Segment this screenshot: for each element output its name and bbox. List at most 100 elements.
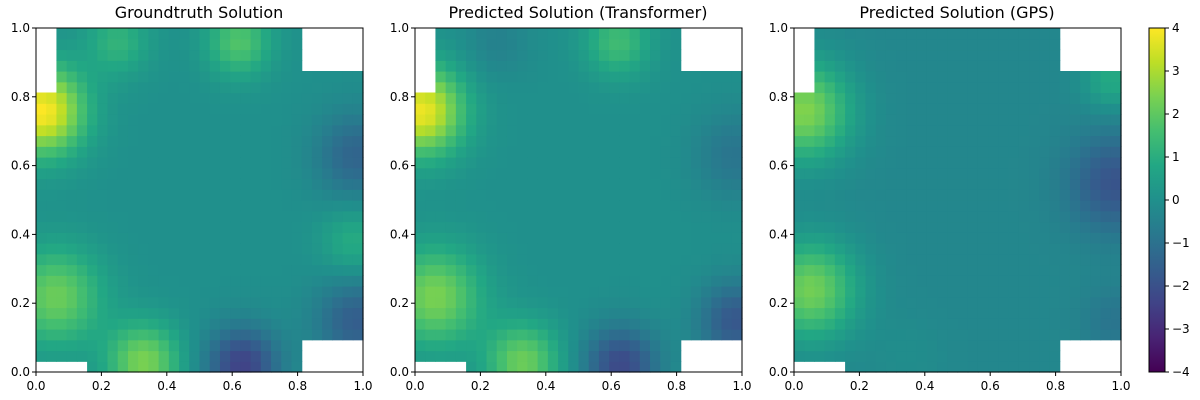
heatmap-cell [916, 103, 928, 115]
heatmap-cell [1029, 81, 1040, 94]
heatmap-cell [568, 350, 580, 362]
heatmap-cell [466, 200, 477, 212]
heatmap-cell [1049, 71, 1061, 83]
heatmap-cell [415, 157, 426, 169]
heatmap-cell [240, 124, 252, 137]
heatmap-cell [209, 135, 221, 147]
heatmap-cell [281, 361, 293, 373]
heatmap-cell [916, 318, 928, 330]
heatmap-cell [639, 329, 651, 341]
heatmap-cell [598, 124, 610, 137]
heatmap-cell [1039, 329, 1051, 341]
heatmap-cell [425, 307, 437, 319]
heatmap-cell [486, 221, 498, 233]
heatmap-cell [1008, 253, 1020, 266]
heatmap-cell [87, 361, 98, 373]
heatmap-cell [87, 81, 98, 94]
heatmap-cell [415, 178, 426, 190]
heatmap-cell [845, 60, 856, 72]
heatmap-cell [906, 157, 918, 169]
heatmap-cell [537, 329, 549, 341]
heatmap-cell [845, 103, 856, 115]
heatmap-cell [650, 200, 661, 212]
heatmap-cell [814, 157, 826, 169]
heatmap-cell [804, 178, 816, 190]
heatmap-cell [937, 167, 948, 180]
heatmap-cell [568, 157, 580, 169]
heatmap-cell [650, 157, 661, 169]
heatmap-cell [148, 318, 160, 330]
heatmap-cell [445, 350, 457, 362]
heatmap-cell [1049, 296, 1061, 309]
heatmap-cell [701, 329, 712, 341]
heatmap-cell [1090, 210, 1102, 223]
heatmap-cell [855, 307, 867, 319]
heatmap-cell [598, 103, 610, 115]
heatmap-cell [311, 286, 323, 298]
heatmap-cell [947, 135, 959, 147]
heatmap-cell [1029, 167, 1040, 180]
heatmap-cell [199, 60, 211, 72]
heatmap-cell [988, 210, 999, 223]
heatmap-cell [240, 296, 252, 309]
heatmap-cell [179, 232, 190, 244]
heatmap-cell [506, 60, 518, 72]
heatmap-cell [219, 114, 231, 126]
heatmap-cell [916, 189, 928, 201]
heatmap-cell [219, 146, 231, 158]
heatmap-cell [885, 329, 897, 341]
heatmap-cell [168, 329, 180, 341]
y-axis-ticks: 0.00.20.40.60.81.0 [769, 21, 794, 379]
heatmap-cell [558, 81, 569, 94]
heatmap-cell [558, 350, 569, 362]
heatmap-cell [568, 275, 580, 287]
heatmap-cell [588, 286, 600, 298]
heatmap-cell [609, 28, 620, 40]
heatmap-cell [568, 253, 580, 266]
heatmap-cell [46, 135, 58, 147]
heatmap-cell [415, 114, 426, 126]
heatmap-cell [670, 71, 682, 83]
heatmap-cell [558, 157, 569, 169]
heatmap-cell [445, 167, 457, 180]
heatmap-cell [496, 114, 508, 126]
heatmap-cell [189, 178, 201, 190]
heatmap-cell [219, 81, 231, 94]
heatmap-cell [845, 275, 856, 287]
y-tick-label: 0.2 [11, 296, 30, 310]
heatmap-cell [650, 243, 661, 255]
heatmap-cell [179, 60, 190, 72]
heatmap-cell [138, 339, 150, 352]
heatmap-cell [937, 286, 948, 298]
heatmap-cell [517, 296, 529, 309]
heatmap-cell [1059, 114, 1071, 126]
heatmap-cell [486, 243, 498, 255]
heatmap-cell [814, 81, 826, 94]
heatmap-cell [342, 81, 354, 94]
heatmap-cell [804, 275, 816, 287]
heatmap-cell [598, 339, 610, 352]
heatmap-cell [947, 38, 959, 51]
heatmap-cell [76, 189, 88, 201]
heatmap-cell [271, 38, 282, 51]
heatmap-cell [97, 28, 109, 40]
heatmap-cell [230, 38, 241, 51]
heatmap-cell [250, 146, 262, 158]
heatmap-cell [998, 146, 1010, 158]
heatmap-cell [148, 167, 160, 180]
heatmap-cell [558, 146, 569, 158]
heatmap-cell [967, 178, 979, 190]
heatmap-cell [1100, 307, 1112, 319]
heatmap-cell [311, 329, 323, 341]
heatmap-cell [46, 243, 58, 255]
heatmap-cell [916, 253, 928, 266]
heatmap-cell [66, 81, 78, 94]
heatmap-cell [466, 81, 477, 94]
heatmap-cell [445, 49, 457, 61]
heatmap-cell [670, 286, 682, 298]
heatmap-cell [199, 157, 211, 169]
heatmap-cell [486, 200, 498, 212]
heatmap-cell [568, 296, 580, 309]
heatmap-cell [1029, 92, 1040, 104]
heatmap-cell [721, 146, 733, 158]
